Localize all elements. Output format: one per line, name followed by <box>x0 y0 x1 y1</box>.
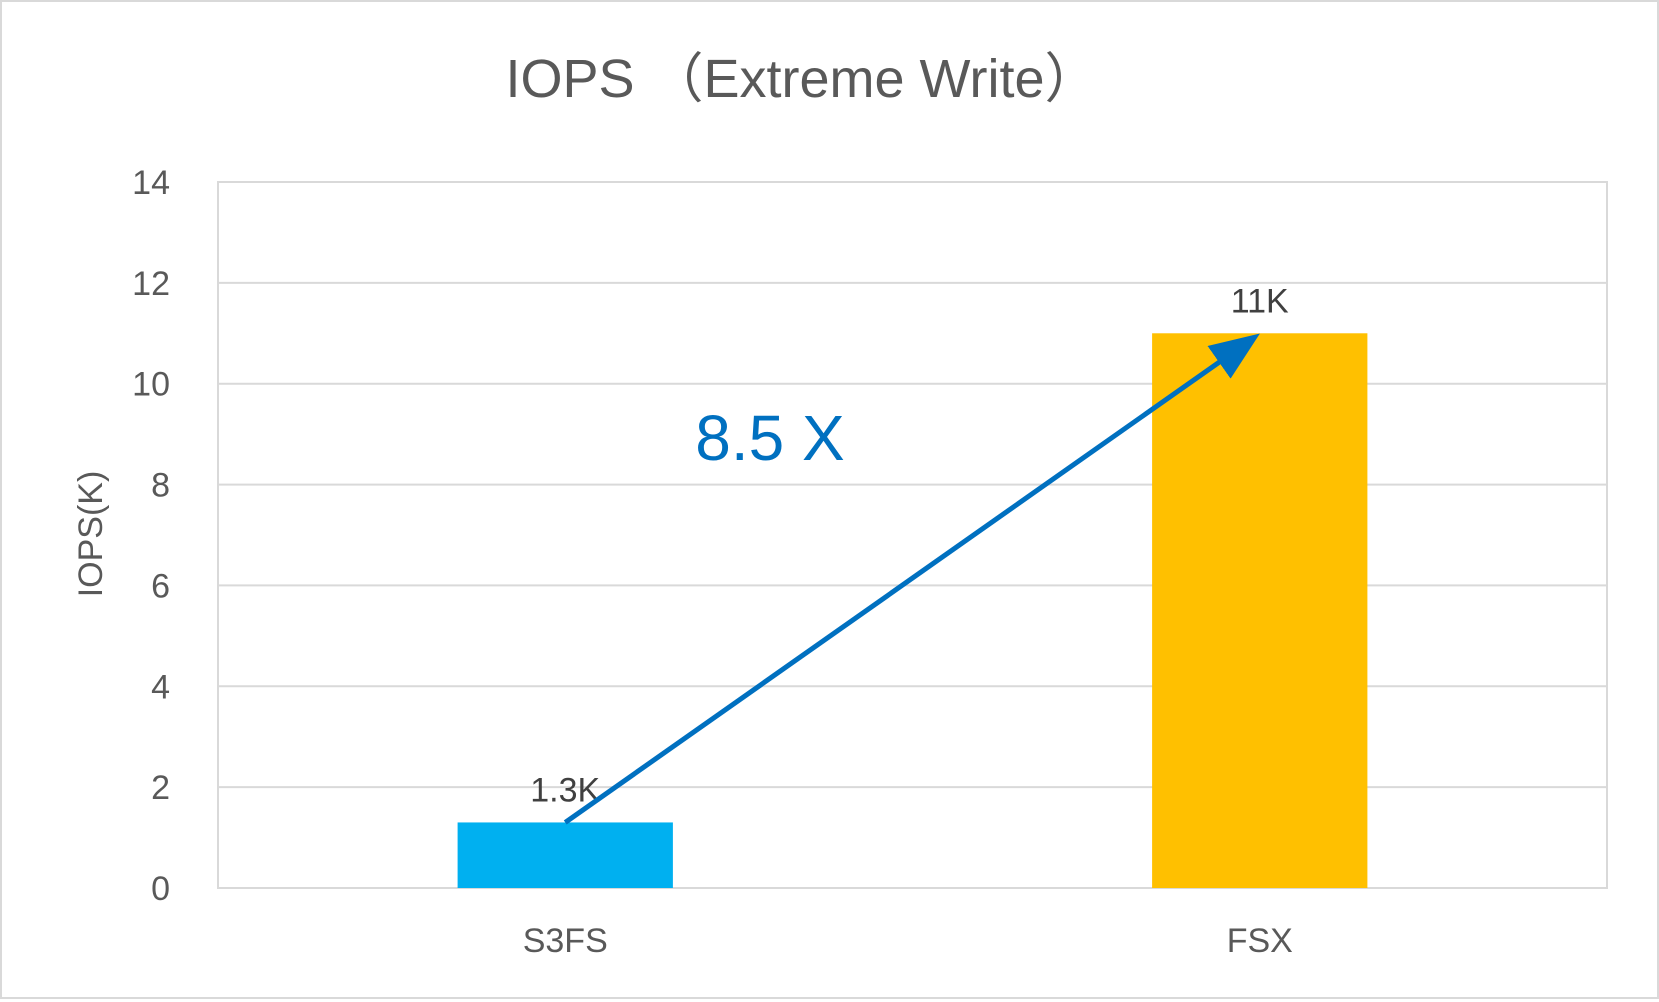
growth-annotation: 8.5 X <box>695 402 844 474</box>
chart-title: IOPS （Extreme Write） <box>505 49 1098 109</box>
x-tick-label: S3FS <box>523 922 608 960</box>
data-label: 11K <box>1231 282 1289 320</box>
x-tick-label: FSX <box>1227 922 1293 960</box>
y-tick-label: 0 <box>151 870 170 908</box>
gridlines <box>217 181 1608 889</box>
plot-area-border <box>217 181 1608 889</box>
y-tick-label: 6 <box>151 567 170 605</box>
y-tick-label: 10 <box>132 366 170 404</box>
bar-s3fs <box>457 822 673 888</box>
bar-fsx <box>1152 333 1368 888</box>
y-tick-label: 2 <box>151 769 170 807</box>
y-tick-label: 12 <box>132 265 170 303</box>
y-tick-label: 4 <box>151 668 170 706</box>
y-tick-labels: 0 2 4 6 8 10 12 14 <box>132 164 170 908</box>
growth-arrow <box>563 333 1260 825</box>
x-tick-labels: S3FS FSX <box>523 922 1293 960</box>
y-axis-label: IOPS(K) <box>72 471 110 598</box>
bars <box>457 333 1368 888</box>
annotation: 8.5 X <box>563 333 1260 825</box>
y-tick-label: 14 <box>132 164 170 202</box>
y-tick-label: 8 <box>151 467 170 505</box>
